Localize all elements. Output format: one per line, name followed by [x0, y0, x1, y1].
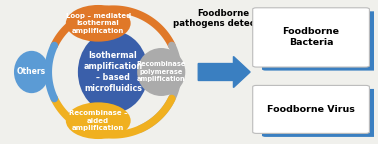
- Text: Foodborne
Bacteria: Foodborne Bacteria: [283, 27, 339, 48]
- FancyBboxPatch shape: [262, 11, 378, 71]
- Ellipse shape: [78, 31, 148, 113]
- Text: Isothermal
amplification
– based
microfluidics: Isothermal amplification – based microfl…: [84, 51, 143, 93]
- Ellipse shape: [137, 48, 185, 96]
- Ellipse shape: [14, 51, 49, 93]
- Text: Foodborne
pathogens detection: Foodborne pathogens detection: [173, 9, 274, 28]
- FancyArrow shape: [198, 56, 250, 88]
- FancyBboxPatch shape: [253, 85, 369, 133]
- Text: Others: Others: [17, 68, 46, 76]
- Text: Foodborne Virus: Foodborne Virus: [267, 105, 355, 114]
- Text: Loop – mediated
isothermal
amplification: Loop – mediated isothermal amplification: [66, 13, 131, 34]
- Ellipse shape: [66, 5, 131, 42]
- Text: Recombinase
polymerase
amplification: Recombinase polymerase amplification: [136, 61, 186, 83]
- Ellipse shape: [66, 102, 131, 139]
- FancyBboxPatch shape: [253, 8, 369, 67]
- Text: Recombinase –
aided
amplification: Recombinase – aided amplification: [69, 110, 127, 131]
- FancyBboxPatch shape: [262, 89, 378, 137]
